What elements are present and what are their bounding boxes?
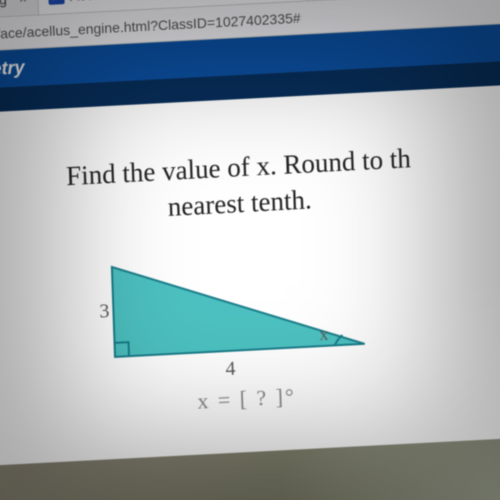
answer-text: x = [ ? ]° bbox=[197, 383, 296, 413]
prompt-line2: nearest tenth. bbox=[167, 185, 312, 223]
label-leg-left: 3 bbox=[99, 300, 110, 323]
course-title: Trigonometry bbox=[0, 57, 25, 83]
diagram-wrap: 3 4 x bbox=[0, 224, 500, 395]
tab-title: ence of Learning bbox=[0, 0, 7, 12]
triangle-diagram: 3 4 x bbox=[91, 232, 395, 388]
tab-title: Acellus Learning Accelerator | Ho bbox=[70, 0, 277, 3]
prompt-line1: Find the value of x. Round to th bbox=[66, 143, 412, 191]
problem-prompt: Find the value of x. Round to th nearest… bbox=[0, 134, 500, 238]
problem-area: Find the value of x. Round to th nearest… bbox=[0, 83, 500, 470]
close-icon[interactable]: × bbox=[18, 0, 27, 6]
label-leg-bottom: 4 bbox=[225, 358, 236, 381]
label-angle-x: x bbox=[319, 324, 329, 344]
screen-capture: ence of Learning × A Acellus Learning Ac… bbox=[0, 0, 500, 470]
favicon-icon: A bbox=[48, 0, 65, 4]
